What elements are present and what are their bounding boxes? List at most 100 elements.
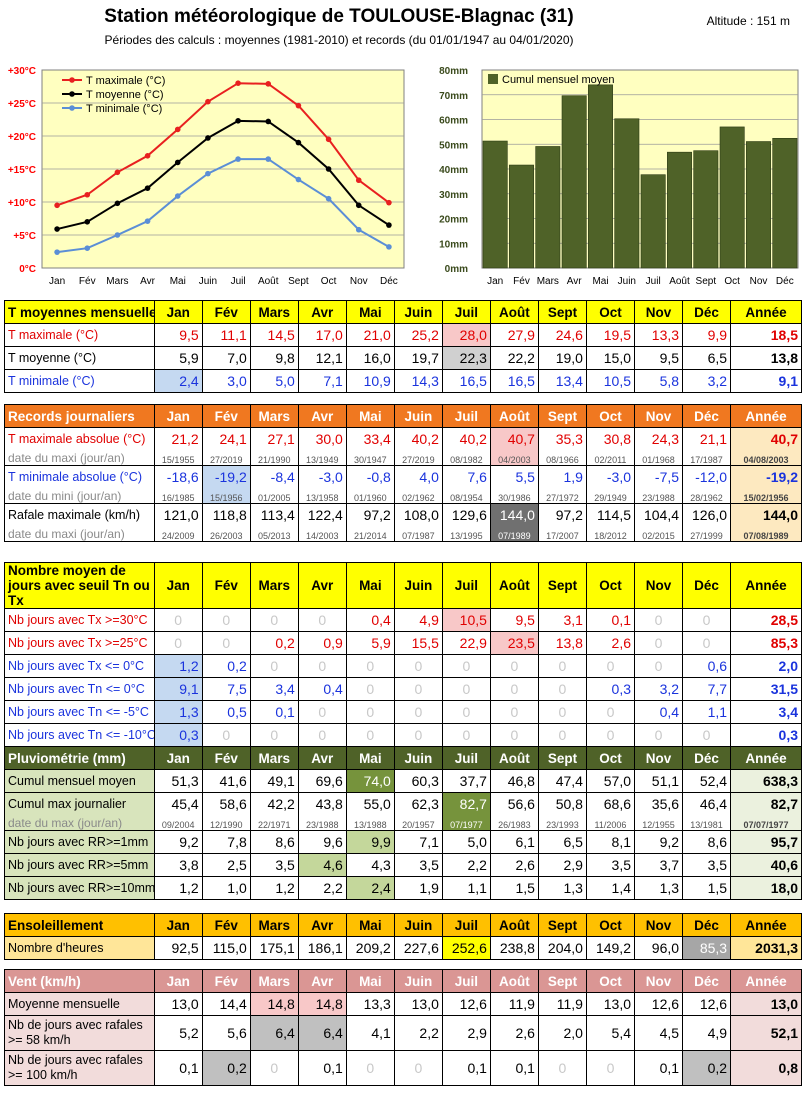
- month-header: Mars: [249, 404, 299, 428]
- value-cell: 149,2: [585, 936, 636, 960]
- value-cell: 6,5: [537, 830, 587, 854]
- date-cell: 18/2012: [585, 526, 636, 542]
- annual-value: 3,4: [730, 700, 802, 724]
- month-header: Nov: [633, 300, 684, 324]
- y-tick-label: 10mm: [439, 239, 468, 250]
- date-cell: 27/2019: [393, 450, 443, 466]
- month-header: Août: [489, 404, 539, 428]
- month-header: Déc: [682, 969, 732, 993]
- value-cell: 5,8: [633, 369, 684, 393]
- value-cell: 4,6: [297, 853, 347, 877]
- value-cell: 0: [393, 700, 443, 724]
- value-cell: 35,3: [537, 427, 587, 451]
- value-cell: 51,1: [633, 769, 684, 793]
- value-cell: 0,1: [489, 1050, 539, 1086]
- legend-label: T minimale (°C): [86, 103, 162, 115]
- date-cell: 13/1981: [682, 815, 732, 831]
- x-tick-label: Août: [669, 276, 690, 287]
- month-header: Jan: [153, 562, 203, 609]
- value-cell: -7,5: [633, 465, 684, 489]
- value-cell: 0: [249, 1050, 299, 1086]
- value-cell: 0: [633, 654, 684, 678]
- value-cell: 14,4: [201, 992, 251, 1016]
- row-label: T minimale (°C): [4, 369, 155, 393]
- date-cell: 02/2011: [585, 450, 636, 466]
- value-cell: 0: [345, 1050, 395, 1086]
- data-point: [205, 98, 211, 105]
- value-cell: 0: [537, 677, 587, 701]
- value-cell: 1,5: [489, 876, 539, 900]
- date-row: date du max (jour/an) 09/2004 12/1990 22/19…: [4, 815, 802, 831]
- value-cell: 37,7: [441, 769, 491, 793]
- bar: [614, 118, 640, 269]
- value-cell: 3,2: [633, 677, 684, 701]
- altitude-label: Altitude : 151 m: [706, 14, 790, 28]
- value-cell: 1,2: [153, 876, 203, 900]
- month-header: Avr: [297, 969, 347, 993]
- month-header: Fév: [201, 746, 251, 770]
- series-line: [56, 82, 390, 207]
- value-cell: 9,2: [633, 830, 684, 854]
- month-header: Mai: [345, 969, 395, 993]
- annual-value: 144,0: [730, 503, 802, 527]
- annual-value: 0,8: [730, 1050, 802, 1086]
- value-cell: 15,5: [393, 631, 443, 655]
- value-cell: 5,9: [153, 346, 203, 370]
- value-cell: 2,9: [441, 1015, 491, 1051]
- value-cell: 9,5: [489, 608, 539, 632]
- value-cell: 6,4: [297, 1015, 347, 1051]
- value-cell: 46,4: [682, 792, 732, 816]
- month-header: Mai: [345, 746, 395, 770]
- value-cell: 68,6: [585, 792, 636, 816]
- value-cell: 0: [489, 677, 539, 701]
- row-label: Nb jours avec RR>=1mm: [4, 830, 155, 854]
- annual-value: -19,2: [730, 465, 802, 489]
- value-cell: 2,2: [297, 876, 347, 900]
- value-cell: 56,6: [489, 792, 539, 816]
- month-header: Déc: [682, 746, 732, 770]
- table-title: Pluviométrie (mm): [4, 746, 155, 770]
- table-row: Nb jours avec Tx <= 0°C 1,2 0,2 0 0 0 0 0 0 0 0 0 0,…: [4, 654, 802, 678]
- month-header: Nov: [633, 404, 684, 428]
- month-header: Oct: [585, 913, 636, 937]
- data-point: [174, 126, 181, 133]
- value-cell: 60,3: [393, 769, 443, 793]
- month-header: Avr: [297, 404, 347, 428]
- data-point: [325, 166, 332, 172]
- month-header: Avr: [297, 562, 347, 609]
- value-cell: 0: [393, 654, 443, 678]
- annual-value: 82,7: [730, 792, 802, 816]
- x-tick-label: Mai: [592, 276, 608, 287]
- month-header: Déc: [682, 562, 732, 609]
- value-cell: 1,9: [537, 465, 587, 489]
- date-cell: 11/2006: [585, 815, 636, 831]
- y-tick-label: +20°C: [8, 132, 36, 143]
- value-cell: 2,4: [153, 369, 203, 393]
- annual-value: 13,8: [730, 346, 802, 370]
- x-tick-label: Déc: [380, 276, 398, 287]
- value-cell: 0: [393, 677, 443, 701]
- value-cell: 1,2: [153, 654, 203, 678]
- row-label: Cumul max journalier: [4, 792, 155, 816]
- value-cell: 27,1: [249, 427, 299, 451]
- table-row: Nb jours avec Tn <= -10°C 0,3 0 0 0 0 0 0 0 0 0 0 0 0…: [4, 723, 802, 747]
- legend-label: T maximale (°C): [86, 75, 165, 87]
- legend-marker: [69, 77, 75, 83]
- date-row-label: date du mini (jour/an): [4, 488, 155, 504]
- month-header: Sept: [537, 300, 587, 324]
- row-label: T maximale absolue (°C): [4, 427, 155, 451]
- table-header-row: Nombre moyen de jours avec seuil Tn ou T…: [4, 562, 802, 609]
- value-cell: 21,2: [153, 427, 203, 451]
- value-cell: 14,8: [297, 992, 347, 1016]
- value-cell: 13,3: [633, 323, 684, 347]
- bar: [772, 138, 798, 269]
- date-row-label: date du max (jour/an): [4, 815, 155, 831]
- month-header: Juin: [393, 969, 443, 993]
- value-cell: 1,9: [393, 876, 443, 900]
- row-label: Nb de jours avec rafales >= 100 km/h: [4, 1050, 155, 1086]
- value-cell: 0,1: [297, 1050, 347, 1086]
- value-cell: 204,0: [537, 936, 587, 960]
- value-cell: 22,9: [441, 631, 491, 655]
- value-cell: 12,6: [441, 992, 491, 1016]
- x-tick-label: Nov: [350, 276, 368, 287]
